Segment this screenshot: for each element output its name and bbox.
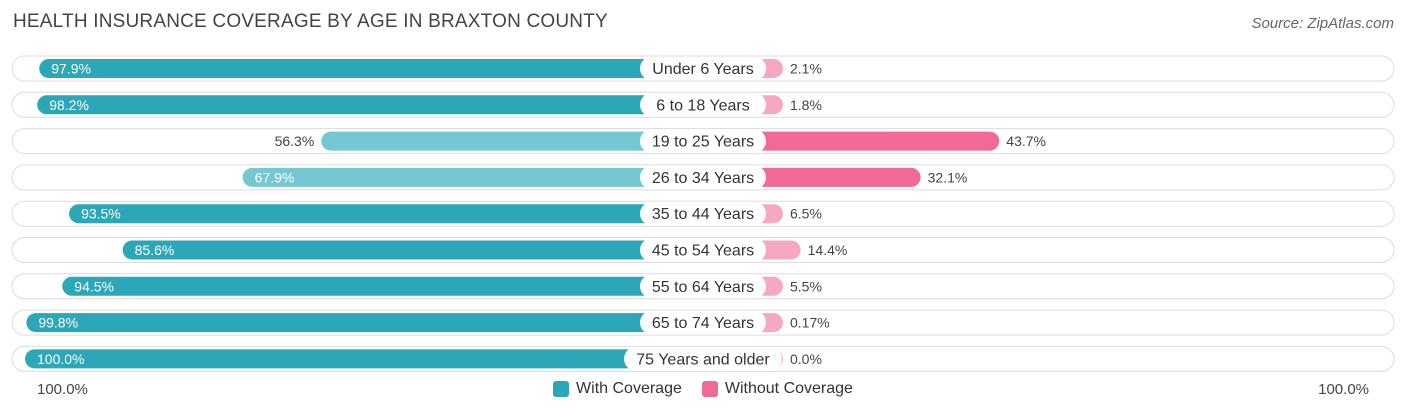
with-coverage-bar[interactable] <box>69 204 703 224</box>
with-coverage-value: 99.8% <box>38 315 78 331</box>
category-label: 65 to 74 Years <box>652 315 754 332</box>
without-coverage-value: 0.17% <box>790 315 830 331</box>
with-coverage-value: 93.5% <box>81 206 121 222</box>
with-coverage-bar[interactable] <box>321 131 703 151</box>
with-coverage-bar[interactable] <box>25 349 703 369</box>
legend-item-with-coverage[interactable]: With Coverage <box>553 380 682 398</box>
category-label: 55 to 64 Years <box>652 279 754 296</box>
with-coverage-value: 85.6% <box>135 242 175 258</box>
category-label: 75 Years and older <box>636 351 770 368</box>
legend-swatch-with-coverage <box>553 381 570 397</box>
with-coverage-bar[interactable] <box>39 59 704 78</box>
with-coverage-value: 98.2% <box>49 97 89 113</box>
with-coverage-bar[interactable] <box>242 167 703 187</box>
with-coverage-value: 56.3% <box>275 133 315 149</box>
category-pill <box>640 129 766 154</box>
without-coverage-value: 32.1% <box>928 169 968 185</box>
without-coverage-value: 43.7% <box>1006 133 1046 149</box>
category-label: 6 to 18 Years <box>656 97 749 114</box>
category-pill <box>640 238 766 262</box>
category-pill <box>640 92 766 117</box>
with-coverage-value: 67.9% <box>255 169 295 185</box>
category-pill <box>640 201 766 226</box>
with-coverage-value: 100.0% <box>37 351 84 367</box>
without-coverage-value: 1.8% <box>790 97 822 113</box>
category-label: 19 to 25 Years <box>652 134 754 151</box>
category-pill <box>640 310 766 335</box>
category-pill <box>624 346 782 371</box>
without-coverage-value: 14.4% <box>808 242 848 258</box>
category-label: Under 6 Years <box>652 61 753 78</box>
with-coverage-bar[interactable] <box>122 240 703 260</box>
legend-label-with-coverage: With Coverage <box>576 380 682 397</box>
axis-right-label: 100.0% <box>1318 381 1369 398</box>
legend-item-without-coverage[interactable]: Without Coverage <box>701 380 853 398</box>
with-coverage-bar[interactable] <box>62 276 704 296</box>
without-coverage-value: 5.5% <box>790 278 822 294</box>
without-coverage-bar[interactable] <box>703 131 1000 151</box>
category-label: 26 to 34 Years <box>652 170 754 187</box>
with-coverage-bar[interactable] <box>26 313 703 333</box>
chart-area: 97.9% 2.1% Under 6 Years 98.2% 1.8% 6 to 18 Y… <box>11 55 1395 372</box>
without-coverage-value: 6.5% <box>790 206 822 222</box>
chart-title: HEALTH INSURANCE COVERAGE BY AGE IN BRAX… <box>13 11 608 32</box>
category-label: 45 to 54 Years <box>652 243 754 260</box>
axis-left-label: 100.0% <box>37 381 88 398</box>
legend-label-without-coverage: Without Coverage <box>724 380 853 397</box>
with-coverage-bar[interactable] <box>37 95 704 115</box>
with-coverage-value: 97.9% <box>51 61 91 77</box>
category-label: 35 to 44 Years <box>652 206 754 223</box>
category-pill <box>640 274 766 299</box>
category-pill <box>640 165 766 190</box>
category-pill <box>640 56 766 81</box>
legend: With Coverage Without Coverage <box>0 380 1406 398</box>
with-coverage-value: 94.5% <box>74 278 114 294</box>
without-coverage-value: 0.0% <box>790 351 822 367</box>
without-coverage-value: 2.1% <box>790 61 822 77</box>
legend-swatch-without-coverage <box>701 381 718 397</box>
source-label: Source: ZipAtlas.com <box>1251 15 1394 32</box>
